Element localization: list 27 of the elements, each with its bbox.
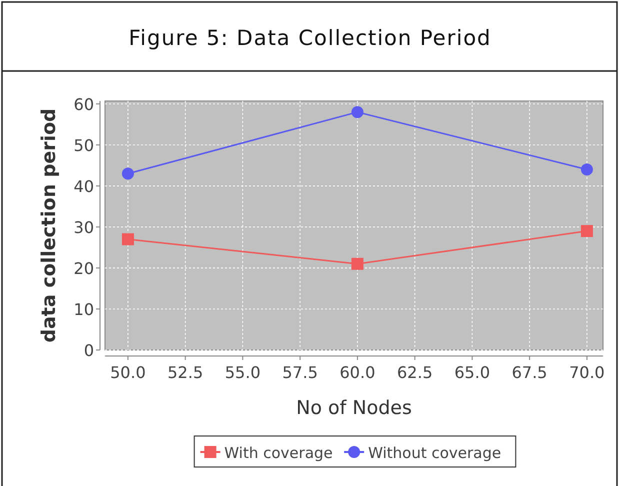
point	[122, 168, 134, 180]
x-tick-label: 62.5	[397, 363, 433, 382]
y-tick-label: 40	[74, 176, 94, 196]
x-tick-label: 70.0	[569, 363, 605, 382]
x-tick-label: 52.5	[168, 363, 204, 382]
point	[122, 233, 134, 246]
y-tick-label: 0	[84, 341, 94, 360]
point	[580, 225, 593, 238]
y-tick-label: 50	[74, 136, 94, 155]
x-tick-label: 55.0	[224, 363, 261, 382]
y-tick-label: 10	[74, 300, 94, 319]
x-tick-label: 50.0	[110, 363, 146, 382]
y-tick-label: 60	[74, 94, 94, 114]
point	[580, 164, 593, 176]
legend-label: Without coverage	[368, 444, 502, 462]
y-tick-label: 20	[74, 258, 94, 278]
point	[351, 258, 364, 270]
x-axis-title: No of Nodes	[296, 397, 412, 419]
chart-title: Figure 5: Data Collection Period	[128, 26, 492, 50]
x-tick-label: 67.5	[512, 363, 548, 382]
y-axis-title: data collection period	[38, 108, 60, 343]
x-tick-label: 57.5	[282, 363, 318, 382]
y-tick-label: 30	[74, 218, 94, 237]
legend-label: With coverage	[224, 444, 333, 462]
x-tick-label: 60.0	[340, 363, 376, 382]
point	[351, 106, 364, 118]
x-tick-label: 65.0	[454, 363, 490, 382]
